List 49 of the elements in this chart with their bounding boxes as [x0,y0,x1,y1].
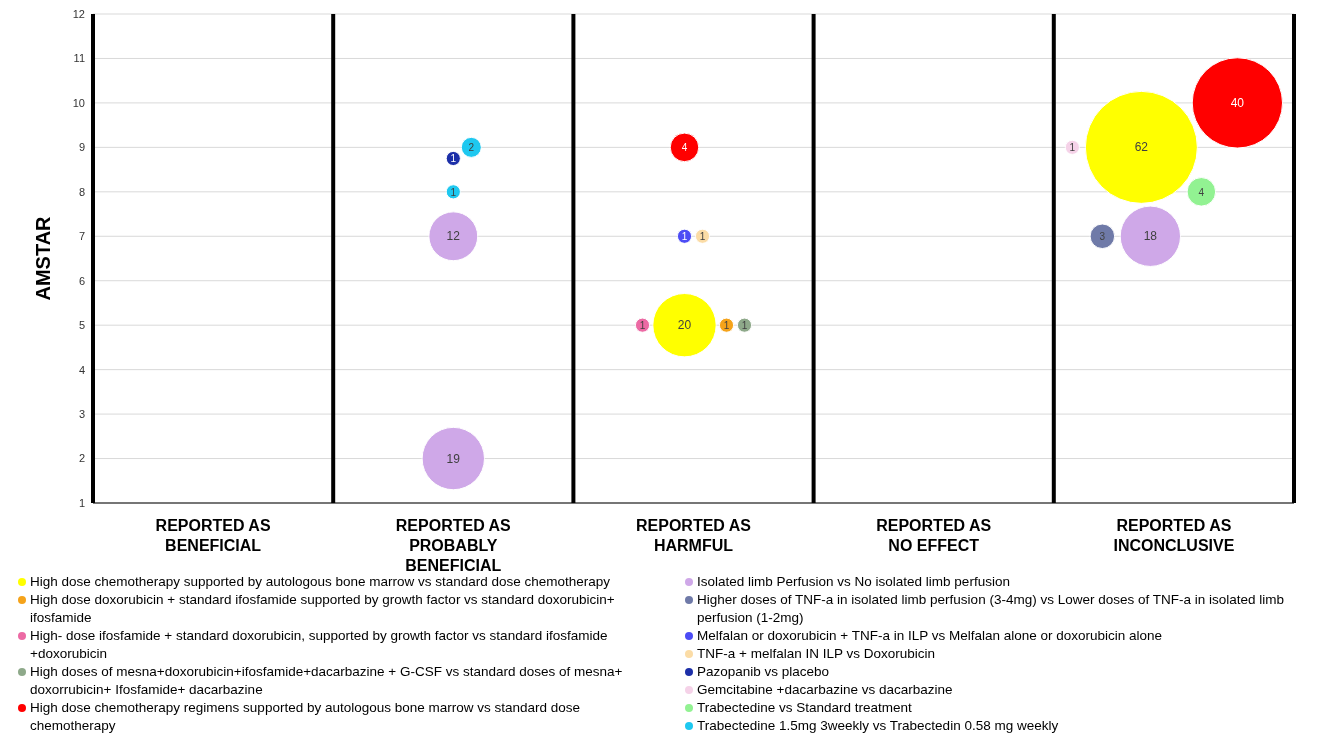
annotation: 1 [450,186,457,198]
y-tick-label: 2 [78,452,85,465]
legend-label: High dose doxorubicin + standard ifosfamide supported by growth factor vs standard doxorubicin+ ifosfamide [30,591,616,627]
x-tick-label: REPORTED AS PROBABLY BENEFICIAL [395,517,512,574]
annotation: 1 [699,231,706,243]
legend-label: Isolated limb Perfusion vs No isolated limb perfusion [697,573,1010,591]
y-axis-title: AMSTAR [32,215,55,301]
x-tick-label: REPORTED AS BENEFICIAL [155,517,271,554]
legend-label: Melfalan or doxorubicin + TNF-a in ILP vs Melfalan alone or doxorubicin alone [697,627,1163,645]
legend-label: Trabectedine 1.5mg 3weekly vs Trabectedin 0.58 mg weekly [697,717,1059,735]
y-tick-label: 8 [78,185,85,198]
annotation: 12 [446,229,461,244]
annotation: 18 [1143,229,1158,244]
annotation: 1 [741,320,748,332]
annotation: 1 [639,320,646,332]
y-tick-label: 11 [73,52,85,65]
x-tick-label: REPORTED AS NO EFFECT [876,517,992,554]
annotation: 4 [681,142,688,154]
legend-label: High- dose ifosfamide + standard doxorubicin, supported by growth factor vs standard ifosfamide +doxorubicin [30,627,609,663]
y-tick-label: 6 [78,274,85,287]
legend-label: Trabectedine vs Standard treatment [697,699,912,717]
annotation: 62 [1134,140,1149,155]
annotation: 19 [446,451,461,466]
x-tick-label: REPORTED AS INCONCLUSIVE [1113,517,1235,554]
y-tick-label: 7 [78,230,85,243]
y-tick-label: 4 [78,363,85,376]
annotation: 40 [1230,95,1245,110]
y-tick-label: 10 [72,96,85,109]
y-tick-label: 1 [78,496,85,509]
legend-label: Gemcitabine +dacarbazine vs dacarbazine [697,681,953,699]
y-tick-label: 5 [78,319,85,332]
legend-label: TNF-a + melfalan IN ILP vs Doxorubicin [697,645,935,663]
annotation: 1 [681,231,688,243]
legend-label: Pazopanib vs placebo [697,663,830,681]
annotation: 1 [723,320,730,332]
annotation: 2 [468,142,475,154]
legend-label: High dose chemotherapy supported by autologous bone marrow vs standard dose chemotherapy [30,573,611,591]
legend-label: Higher doses of TNF-a in isolated limb perfusion (3-4mg) vs Lower doses of TNF-a in isolated limb perfusion (1-2mg) [697,591,1285,627]
annotation: 4 [1198,186,1205,198]
y-tick-label: 3 [78,408,85,420]
annotation: 3 [1099,231,1106,243]
annotation: 1 [1069,142,1076,154]
annotation: 1 [450,153,457,165]
y-tick-label: 12 [72,7,85,20]
legend-label: High doses of mesna+doxorubicin+ifosfamide+dacarbazine + G-CSF vs standard doses of mesna+ doxorrubicin+ Ifosfamide+ dacarbazine [30,663,624,699]
annotation: 20 [677,318,692,333]
x-tick-label: REPORTED AS HARMFUL [636,517,752,554]
y-tick-label: 9 [78,141,85,154]
legend-label: High dose chemotherapy regimens supported by autologous bone marrow vs standard dose chemotherapy [30,699,582,735]
